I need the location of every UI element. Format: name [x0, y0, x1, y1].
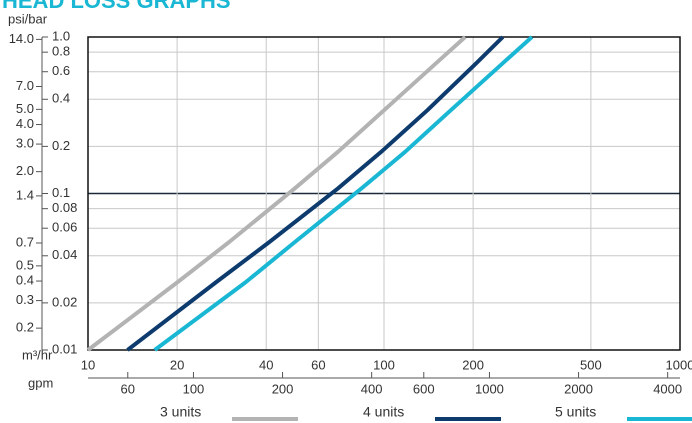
y-tick-label: 0.8	[52, 44, 70, 59]
y2-tick-label: 0.3	[16, 292, 34, 307]
y2-tick-label: 2.0	[16, 163, 34, 178]
x-tick-label: 10	[81, 357, 95, 372]
plot-frame	[87, 36, 681, 351]
y-tick-label: 1.0	[52, 28, 70, 43]
y2-tick-label: 7.0	[16, 78, 34, 93]
legend-label: 4 units	[363, 404, 404, 420]
x2-tick-label: 400	[361, 381, 383, 396]
y-tick-label: 0.02	[52, 294, 77, 309]
chart-title: HEAD LOSS GRAPHS	[2, 0, 231, 13]
x2-tick-label: 4000	[653, 381, 682, 396]
y2-tick-label: 0.4	[16, 272, 34, 287]
y-tick-label: 0.2	[52, 138, 70, 153]
y2-tick-label: 1.4	[16, 187, 34, 202]
y-axis-label: psi/bar	[8, 11, 48, 26]
x2-tick-label: 200	[272, 381, 294, 396]
legend-label: 3 units	[160, 404, 201, 420]
y2-tick-label: 5.0	[16, 101, 34, 116]
x-tick-label: 200	[462, 357, 484, 372]
legend-label: 5 units	[555, 404, 596, 420]
x-tick-label: 500	[580, 357, 602, 372]
y2-tick-label: 0.5	[16, 257, 34, 272]
x2-axis-label: gpm	[28, 375, 53, 390]
series-line	[126, 35, 505, 352]
x2-tick-label: 1000	[475, 381, 504, 396]
x-tick-label: 20	[170, 357, 184, 372]
x-tick-label: 60	[311, 357, 325, 372]
x-tick-label: 40	[259, 357, 273, 372]
series-line	[86, 35, 467, 352]
y-tick-label: 0.06	[52, 220, 77, 235]
y-tick-label: 0.01	[52, 341, 77, 356]
series-line	[153, 35, 534, 352]
y-tick-label: 0.4	[52, 91, 70, 106]
y-tick-label: 0.1	[52, 185, 70, 200]
x2-tick-label: 2000	[564, 381, 593, 396]
y2-tick-label: 0.2	[16, 320, 34, 335]
y2-tick-label: 3.0	[16, 136, 34, 151]
y2-tick-label: 0.7	[16, 234, 34, 249]
x2-tick-label: 100	[183, 381, 205, 396]
y2-tick-label: 14.0	[9, 31, 34, 46]
x-tick-label: 100	[373, 357, 395, 372]
y-tick-label: 0.6	[52, 63, 70, 78]
x-axis-label: m³/hr	[22, 347, 53, 362]
y2-tick-label: 4.0	[16, 116, 34, 131]
x-tick-label: 1000	[666, 357, 692, 372]
x2-tick-label: 600	[413, 381, 435, 396]
y-tick-label: 0.04	[52, 247, 77, 262]
y-tick-label: 0.08	[52, 200, 77, 215]
x2-tick-label: 60	[121, 381, 135, 396]
